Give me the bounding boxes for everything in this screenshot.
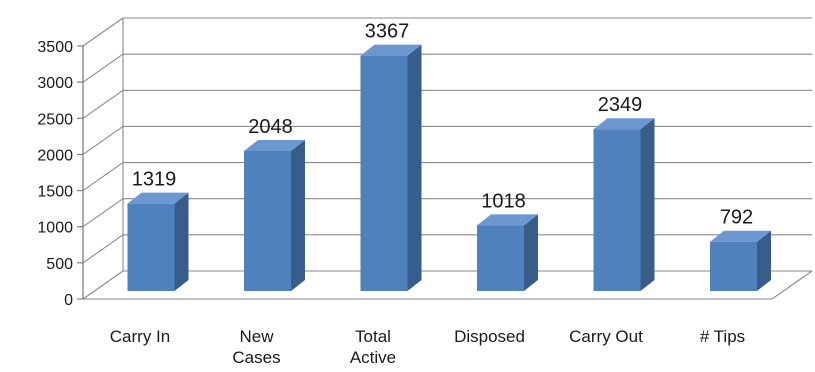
data-labels: 1319 2048 3367 1018 2349 792 — [132, 21, 753, 229]
bar — [710, 230, 771, 291]
bar-front — [593, 129, 641, 291]
y-axis-ticks: 0 500 1000 1500 2000 2500 3000 3500 — [37, 39, 83, 309]
gridline-side — [82, 234, 124, 264]
bar-front — [477, 225, 524, 291]
x-category-label: Carry In — [110, 327, 170, 346]
gridline-side — [82, 17, 124, 47]
bar-top — [477, 214, 538, 226]
y-tick-label: 3000 — [37, 75, 73, 92]
bar-top — [244, 139, 305, 151]
bar-front — [710, 241, 757, 291]
y-tick-label: 2500 — [37, 111, 73, 128]
bar-front — [244, 150, 291, 291]
x-category-label: Disposed — [454, 327, 525, 346]
x-category-label: New Cases — [232, 327, 280, 367]
x-category-label: Total Active — [350, 327, 396, 367]
bar — [244, 139, 305, 291]
floor-right-edge — [771, 270, 813, 300]
y-tick-label: 500 — [46, 256, 73, 273]
gridline-side — [82, 53, 124, 83]
y-tick-label: 1000 — [37, 220, 73, 237]
bar — [477, 214, 538, 291]
gridline-side — [82, 125, 124, 155]
bars — [127, 44, 771, 291]
gridline-side — [82, 162, 124, 192]
bar-side — [640, 118, 655, 291]
bar-side — [407, 44, 422, 291]
bar — [593, 118, 655, 291]
bar-side — [524, 214, 538, 291]
data-label: 3367 — [365, 21, 410, 43]
bar-side — [757, 230, 771, 291]
bar-front — [127, 203, 175, 291]
bar-top — [710, 230, 771, 242]
data-label: 2048 — [248, 116, 293, 138]
gridline-side — [82, 270, 124, 300]
y-tick-label: 2000 — [37, 147, 73, 164]
x-category-label: # Tips — [700, 327, 745, 346]
y-tick-label: 3500 — [37, 39, 73, 56]
data-label: 1319 — [132, 169, 177, 191]
x-axis-categories: Carry In New Cases Total Active Disposed Carry… — [110, 327, 745, 367]
y-tick-label: 0 — [64, 292, 73, 309]
bar-top — [127, 192, 189, 204]
data-label: 2349 — [598, 94, 643, 116]
data-label: 792 — [720, 207, 753, 229]
y-tick-label: 1500 — [37, 184, 73, 201]
gridline-side — [82, 89, 124, 119]
bar-front — [360, 55, 408, 291]
bar-side — [291, 139, 305, 291]
bar-top — [360, 44, 422, 56]
gridlines — [82, 17, 813, 300]
gridline-side — [82, 198, 124, 228]
bar-top — [593, 118, 655, 130]
bar — [360, 44, 422, 291]
bar-side — [174, 192, 189, 291]
data-label: 1018 — [481, 190, 526, 212]
x-category-label: Carry Out — [569, 327, 643, 346]
bar — [127, 192, 189, 291]
